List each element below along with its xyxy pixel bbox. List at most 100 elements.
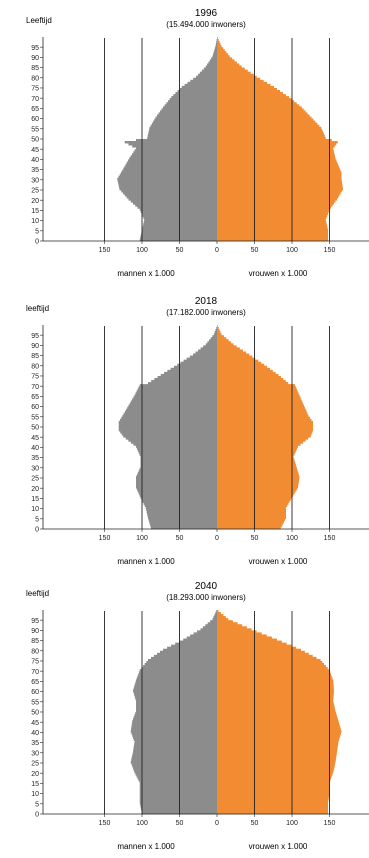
x-axis-label-women: vrouwen x 1.000	[249, 557, 308, 566]
y-tick-label: 65	[31, 394, 39, 401]
y-tick-label: 35	[31, 167, 39, 174]
y-tick-label: 20	[31, 198, 39, 205]
y-tick-label: 5	[35, 801, 39, 808]
y-tick-label: 80	[31, 75, 39, 82]
y-tick-label: 35	[31, 740, 39, 747]
y-tick-label: 0	[35, 239, 39, 246]
y-tick-label: 65	[31, 679, 39, 686]
pyramid-1996: 1996 (15.494.000 inwoners) Leeftijd 0510…	[0, 0, 369, 280]
y-tick-label: 90	[31, 628, 39, 635]
chart-subtitle: (15.494.000 inwoners)	[166, 20, 246, 29]
female-bar	[217, 325, 218, 327]
y-axis-label: leeftijd	[26, 304, 49, 313]
y-axis-label: leeftijd	[26, 589, 49, 598]
female-bars	[217, 610, 342, 814]
y-tick-label: 5	[35, 516, 39, 523]
y-tick-label: 20	[31, 486, 39, 493]
male-bar	[216, 327, 217, 329]
x-tick-label: 50	[251, 820, 259, 827]
chart-title: 2040	[195, 581, 218, 592]
female-bars	[217, 37, 343, 241]
female-bar	[217, 610, 219, 612]
pyramid-2040: 2040 (18.293.000 inwoners) leeftijd 0510…	[0, 573, 369, 853]
chart-title: 2018	[195, 296, 218, 307]
y-tick-label: 65	[31, 106, 39, 113]
y-tick-label: 30	[31, 750, 39, 757]
y-tick-label: 10	[31, 218, 39, 225]
x-tick-label: 100	[136, 535, 148, 542]
y-tick-label: 50	[31, 710, 39, 717]
male-bar	[216, 610, 217, 612]
y-tick-label: 70	[31, 669, 39, 676]
y-tick-label: 55	[31, 414, 39, 421]
male-bars	[131, 610, 217, 814]
x-axis-label-women: vrouwen x 1.000	[249, 269, 308, 278]
x-tick-label: 50	[251, 535, 259, 542]
y-tick-label: 0	[35, 527, 39, 534]
chart-title: 1996	[195, 8, 218, 19]
x-tick-label: 100	[286, 247, 298, 254]
y-tick-label: 55	[31, 126, 39, 133]
x-tick-label: 100	[136, 820, 148, 827]
y-tick-label: 35	[31, 455, 39, 462]
y-tick-label: 25	[31, 761, 39, 768]
y-tick-label: 85	[31, 638, 39, 645]
x-tick-label: 150	[99, 535, 111, 542]
chart-subtitle: (18.293.000 inwoners)	[166, 593, 246, 602]
y-tick-label: 75	[31, 374, 39, 381]
y-tick-label: 15	[31, 496, 39, 503]
x-tick-label: 50	[251, 247, 259, 254]
y-tick-label: 30	[31, 465, 39, 472]
y-tick-label: 90	[31, 343, 39, 350]
y-tick-label: 80	[31, 363, 39, 370]
y-tick-label: 95	[31, 333, 39, 340]
x-tick-label: 150	[324, 820, 336, 827]
x-axis-label-men: mannen x 1.000	[117, 842, 175, 851]
x-tick-label: 0	[215, 535, 219, 542]
x-axis-label-women: vrouwen x 1.000	[249, 842, 308, 851]
y-tick-label: 95	[31, 45, 39, 52]
x-tick-label: 50	[176, 820, 184, 827]
chart-subtitle: (17.182.000 inwoners)	[166, 308, 246, 317]
y-tick-label: 10	[31, 506, 39, 513]
y-tick-label: 60	[31, 404, 39, 411]
y-tick-label: 50	[31, 425, 39, 432]
x-tick-label: 150	[324, 535, 336, 542]
y-tick-label: 20	[31, 771, 39, 778]
y-tick-label: 15	[31, 781, 39, 788]
y-tick-label: 45	[31, 720, 39, 727]
y-tick-label: 40	[31, 730, 39, 737]
x-tick-label: 150	[324, 247, 336, 254]
x-tick-label: 100	[136, 247, 148, 254]
y-tick-label: 0	[35, 812, 39, 819]
y-tick-label: 5	[35, 228, 39, 235]
y-tick-label: 45	[31, 147, 39, 154]
y-tick-label: 70	[31, 384, 39, 391]
y-tick-label: 55	[31, 699, 39, 706]
y-tick-label: 10	[31, 791, 39, 798]
y-tick-label: 25	[31, 476, 39, 483]
x-axis-label-men: mannen x 1.000	[117, 557, 175, 566]
x-tick-label: 50	[176, 535, 184, 542]
x-tick-label: 100	[286, 535, 298, 542]
y-tick-label: 90	[31, 55, 39, 62]
x-tick-label: 50	[176, 247, 184, 254]
x-tick-label: 150	[99, 247, 111, 254]
female-bars	[217, 325, 313, 529]
y-tick-label: 85	[31, 353, 39, 360]
y-tick-label: 75	[31, 659, 39, 666]
y-tick-label: 50	[31, 137, 39, 144]
pyramid-2018: 2018 (17.182.000 inwoners) leeftijd 0 5 10…	[0, 288, 369, 568]
female-bar	[217, 37, 218, 39]
y-tick-label: 85	[31, 65, 39, 72]
pyramid-panel-2018: 2018 (17.182.000 inwoners) leeftijd 0 5 10…	[0, 288, 369, 568]
y-tick-label: 40	[31, 445, 39, 452]
y-tick-label: 25	[31, 188, 39, 195]
y-tick-label: 95	[31, 618, 39, 625]
